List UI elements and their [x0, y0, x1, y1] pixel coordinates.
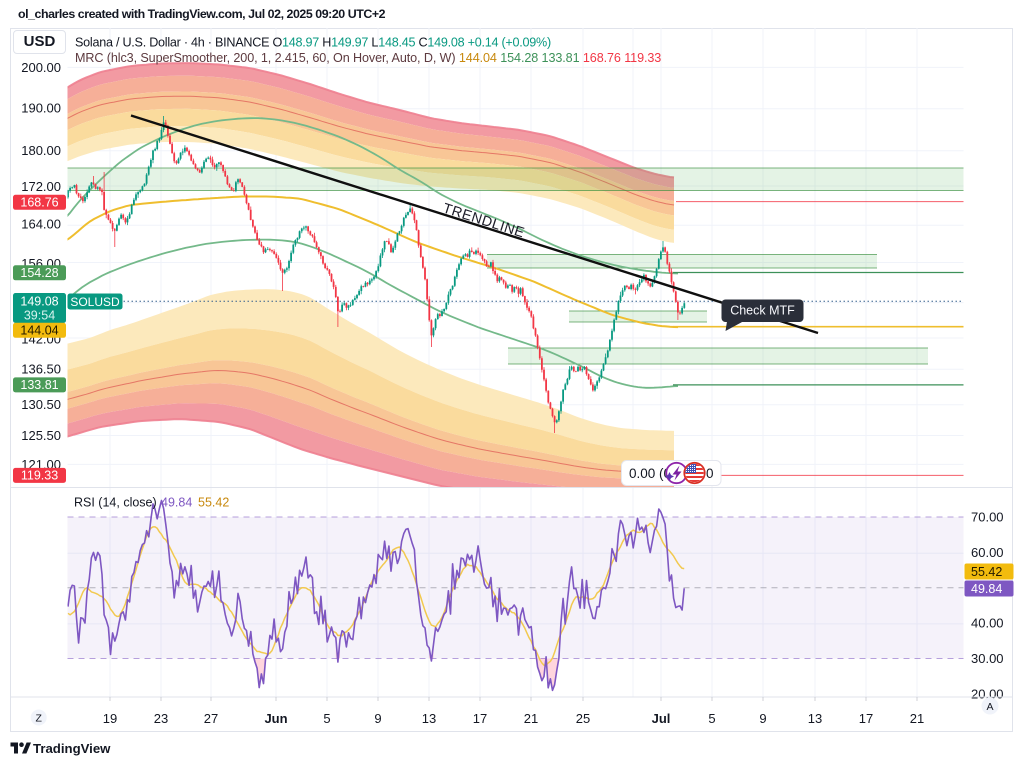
svg-text:RSI (14, close): RSI (14, close) [74, 496, 157, 510]
svg-text:17: 17 [859, 711, 873, 726]
svg-text:180.00: 180.00 [21, 143, 61, 158]
svg-text:60.00: 60.00 [971, 545, 1004, 560]
svg-text:40.00: 40.00 [971, 616, 1004, 631]
svg-text:13: 13 [808, 711, 822, 726]
svg-text:MRC (hlc3, SuperSmoother, 200,: MRC (hlc3, SuperSmoother, 200, 1, 2.415,… [75, 51, 661, 65]
svg-text:27: 27 [204, 711, 218, 726]
svg-text:19: 19 [103, 711, 117, 726]
svg-text:30.00: 30.00 [971, 651, 1004, 666]
svg-text:5: 5 [708, 711, 715, 726]
svg-text:SOLUSD: SOLUSD [70, 295, 120, 309]
svg-text:190.00: 190.00 [21, 100, 61, 115]
svg-text:13: 13 [422, 711, 436, 726]
svg-text:23: 23 [154, 711, 168, 726]
svg-text:0: 0 [706, 466, 714, 481]
svg-text:Jul: Jul [652, 711, 671, 726]
svg-text:125.50: 125.50 [21, 428, 61, 443]
svg-text:55.42: 55.42 [198, 496, 229, 510]
svg-text:9: 9 [759, 711, 766, 726]
svg-text:Z: Z [35, 713, 42, 725]
svg-text:133.81: 133.81 [20, 378, 58, 392]
svg-text:9: 9 [374, 711, 381, 726]
svg-text:172.00: 172.00 [21, 179, 61, 194]
svg-text:A: A [986, 701, 993, 713]
svg-text:5: 5 [323, 711, 330, 726]
svg-text:144.04: 144.04 [20, 324, 58, 338]
svg-text:149.08: 149.08 [20, 295, 58, 309]
svg-text:154.28: 154.28 [20, 266, 58, 280]
svg-text:25: 25 [576, 711, 590, 726]
svg-text:136.50: 136.50 [21, 362, 61, 377]
svg-text:49.84: 49.84 [161, 496, 192, 510]
svg-text:130.50: 130.50 [21, 397, 61, 412]
svg-text:21: 21 [910, 711, 924, 726]
svg-text:70.00: 70.00 [971, 510, 1004, 525]
svg-text:49.84: 49.84 [971, 582, 1002, 596]
svg-text:39:54: 39:54 [24, 309, 55, 323]
svg-text:20.00: 20.00 [971, 686, 1004, 701]
svg-text:Solana / U.S. Dollar · 4h · BI: Solana / U.S. Dollar · 4h · BINANCE O148… [75, 36, 551, 50]
svg-text:Jun: Jun [264, 711, 287, 726]
svg-text:55.42: 55.42 [971, 565, 1002, 579]
svg-text:168.76: 168.76 [20, 196, 58, 210]
svg-text:0.00 (0: 0.00 (0 [629, 466, 671, 481]
svg-text:17: 17 [473, 711, 487, 726]
svg-text:21: 21 [524, 711, 538, 726]
svg-text:Check MTF: Check MTF [730, 304, 795, 318]
svg-text:164.00: 164.00 [21, 217, 61, 232]
svg-text:TradingView: TradingView [33, 741, 111, 756]
svg-text:200.00: 200.00 [21, 60, 61, 75]
svg-text:119.33: 119.33 [21, 469, 58, 483]
